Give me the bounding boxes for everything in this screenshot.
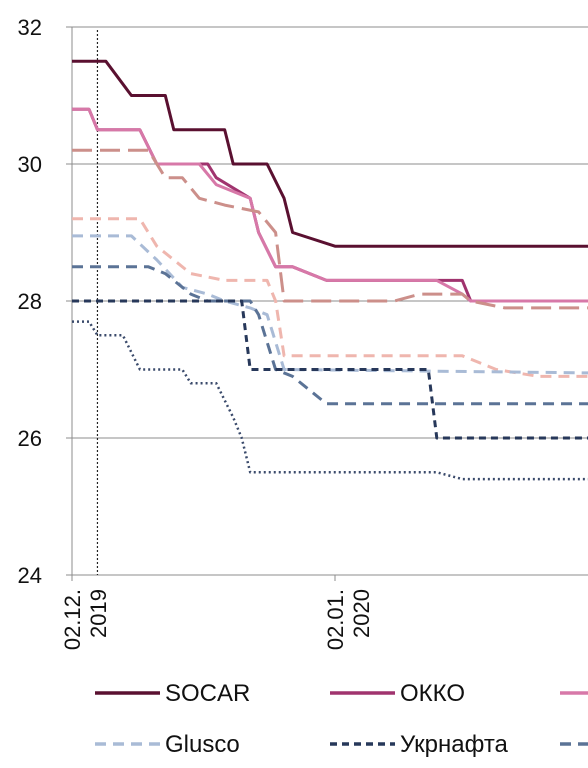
series-line-1: [72, 107, 588, 303]
axes: [66, 26, 588, 581]
series-line-2: [72, 107, 588, 303]
series-lines: [72, 59, 588, 481]
legend-label-1: ОККО: [400, 680, 465, 707]
x-tick-label-2: 02.02.: [586, 589, 588, 650]
y-tick-labels: 24 26 28 30 32: [18, 15, 42, 588]
x-tick-label-0-year: 2019: [86, 589, 111, 638]
series-line-8: [72, 320, 588, 481]
series-line-3: [72, 148, 588, 310]
y-tick-label-3: 30: [18, 152, 42, 177]
x-tick-label-1: 02.01.: [323, 589, 348, 650]
x-tick-label-1-year: 2020: [349, 589, 374, 638]
y-tick-label-0: 24: [18, 563, 42, 588]
y-tick-label-1: 26: [18, 426, 42, 451]
legend-label-3: Glusco: [165, 731, 240, 758]
legend-label-0: SOCAR: [165, 680, 250, 707]
legend: SOCAR ОККО Glusco Укрнафта: [95, 680, 588, 758]
gridlines: [72, 26, 588, 439]
series-line-7: [72, 299, 588, 440]
series-line-4: [72, 217, 588, 378]
x-tick-label-0: 02.12.: [60, 589, 85, 650]
y-tick-label-2: 28: [18, 289, 42, 314]
legend-label-4: Укрнафта: [400, 731, 509, 758]
x-tick-labels: 02.12. 2019 02.01. 2020 02.02.: [60, 589, 588, 650]
series-line-0: [72, 59, 588, 248]
series-line-6: [72, 265, 588, 406]
y-tick-label-4: 32: [18, 15, 42, 40]
series-line-5: [72, 234, 588, 375]
